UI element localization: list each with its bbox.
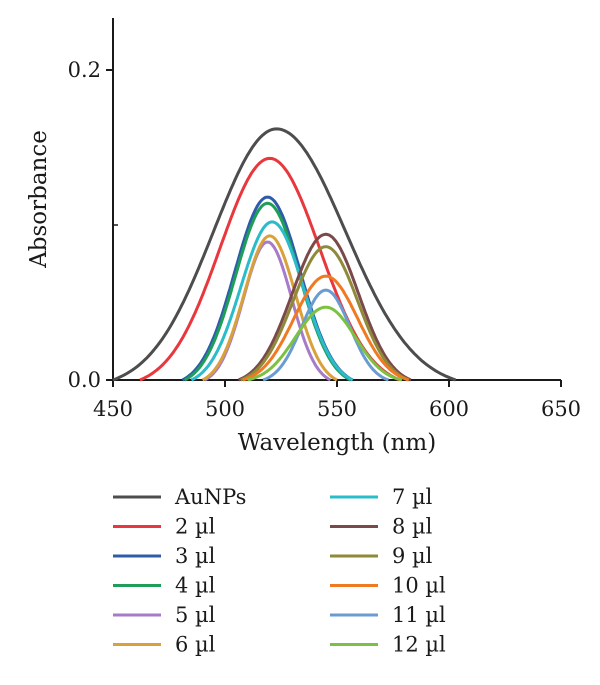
legend-label: 3 µl <box>175 544 216 568</box>
series-line <box>247 305 403 382</box>
legend-label: 7 µl <box>392 485 433 509</box>
x-tick-label: 450 <box>93 397 133 421</box>
legend-label: 4 µl <box>175 574 216 598</box>
series-line <box>240 245 410 382</box>
y-axis-title: Absorbance <box>26 130 52 269</box>
legend-label: 10 µl <box>392 574 446 598</box>
legend-label: 5 µl <box>175 603 216 627</box>
x-tick-label: 500 <box>205 397 245 421</box>
legend-label: AuNPs <box>174 485 246 509</box>
x-tick-label: 600 <box>429 397 469 421</box>
series-line <box>262 288 390 382</box>
series-lines <box>112 127 457 382</box>
chart-axes <box>112 18 561 381</box>
legend: AuNPs 2 µl 3 µl 4 µl 5 µl 6 µl 7 µl 8 µl 9 µl 10 … <box>113 485 446 657</box>
legend-label: 6 µl <box>175 633 216 657</box>
series-line <box>190 220 354 382</box>
y-tick-label: 0.2 <box>68 58 101 82</box>
y-tick-label: 0.0 <box>68 368 101 392</box>
series-line <box>201 234 338 382</box>
series-line <box>237 232 412 382</box>
series-line <box>242 274 410 382</box>
series-line <box>112 127 457 382</box>
legend-label: 2 µl <box>175 515 216 539</box>
x-tick-label: 550 <box>317 397 357 421</box>
legend-label: 8 µl <box>392 515 433 539</box>
x-axis-title: Wavelength (nm) <box>238 430 436 456</box>
legend-label: 11 µl <box>392 603 446 627</box>
axis-ticks: 450 500 550 600 650 0.0 0.2 <box>68 58 581 421</box>
legend-label: 12 µl <box>392 633 446 657</box>
legend-label: 9 µl <box>392 544 433 568</box>
x-tick-label: 650 <box>541 397 581 421</box>
